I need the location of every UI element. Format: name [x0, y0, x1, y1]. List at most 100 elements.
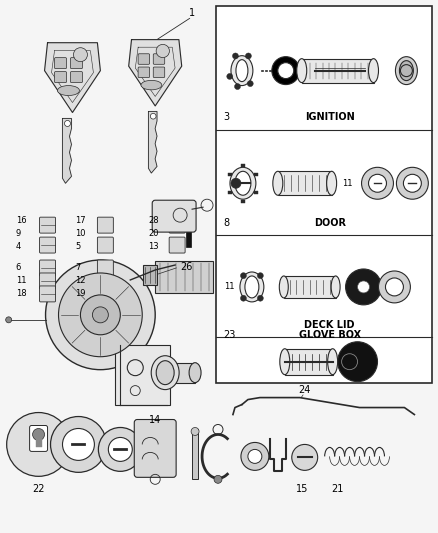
Circle shape [240, 295, 247, 301]
Circle shape [248, 449, 262, 463]
FancyBboxPatch shape [30, 425, 48, 451]
Ellipse shape [368, 59, 378, 83]
Bar [165, 362, 195, 383]
Text: GLOVE BOX: GLOVE BOX [299, 330, 361, 340]
Circle shape [64, 120, 71, 126]
Ellipse shape [297, 59, 307, 83]
Bar [228, 173, 232, 176]
Circle shape [74, 47, 88, 62]
Ellipse shape [156, 361, 174, 385]
Circle shape [245, 53, 251, 59]
Polygon shape [129, 39, 182, 106]
Text: 11: 11 [224, 282, 234, 292]
Bar [241, 200, 245, 203]
Circle shape [258, 273, 263, 279]
Text: 11: 11 [16, 277, 26, 286]
Ellipse shape [273, 171, 283, 195]
Ellipse shape [236, 60, 248, 82]
FancyBboxPatch shape [39, 273, 56, 289]
Circle shape [46, 260, 155, 370]
Circle shape [191, 427, 199, 435]
Circle shape [99, 427, 142, 471]
Circle shape [59, 273, 142, 357]
Circle shape [346, 269, 381, 305]
Circle shape [227, 74, 233, 79]
Text: 6: 6 [16, 263, 21, 272]
FancyBboxPatch shape [39, 237, 56, 253]
Circle shape [63, 429, 95, 461]
Bar [254, 173, 258, 176]
Text: 16: 16 [16, 216, 26, 224]
Text: 21: 21 [332, 484, 344, 494]
Circle shape [258, 295, 263, 301]
Ellipse shape [151, 356, 179, 390]
FancyBboxPatch shape [153, 67, 165, 77]
Text: 19: 19 [75, 289, 86, 298]
Text: 1: 1 [189, 8, 195, 18]
Ellipse shape [327, 171, 337, 195]
Bar [228, 191, 232, 193]
Circle shape [361, 167, 393, 199]
Polygon shape [45, 43, 100, 112]
Text: 14: 14 [149, 415, 161, 424]
Circle shape [396, 167, 428, 199]
FancyBboxPatch shape [97, 217, 113, 233]
Ellipse shape [396, 56, 417, 85]
Circle shape [278, 63, 294, 78]
Circle shape [241, 442, 269, 470]
Bar [186, 227, 191, 247]
Text: DOOR: DOOR [314, 218, 346, 228]
FancyBboxPatch shape [138, 54, 149, 64]
Circle shape [378, 271, 410, 303]
Bar [241, 164, 245, 167]
Circle shape [214, 475, 222, 483]
Ellipse shape [280, 349, 290, 375]
Circle shape [368, 174, 386, 192]
FancyBboxPatch shape [134, 419, 176, 478]
Circle shape [385, 278, 403, 296]
Circle shape [357, 281, 370, 293]
Bar [143, 265, 157, 285]
FancyBboxPatch shape [97, 286, 113, 302]
Polygon shape [148, 111, 157, 173]
Circle shape [338, 342, 378, 382]
Circle shape [240, 273, 247, 279]
Bar [155, 261, 213, 293]
Circle shape [150, 114, 156, 119]
Bar [192, 430, 198, 479]
FancyBboxPatch shape [97, 260, 113, 276]
Ellipse shape [189, 362, 201, 383]
Text: 15: 15 [296, 484, 308, 494]
Text: 13: 13 [148, 241, 159, 251]
Ellipse shape [331, 276, 340, 298]
Circle shape [292, 445, 318, 470]
Bar [284, 276, 336, 298]
Circle shape [231, 178, 241, 188]
Text: 12: 12 [75, 277, 86, 286]
Text: 28: 28 [148, 216, 159, 224]
FancyBboxPatch shape [97, 237, 113, 253]
Text: 4: 4 [16, 241, 21, 251]
Bar [35, 434, 42, 447]
FancyBboxPatch shape [39, 260, 56, 276]
Ellipse shape [399, 61, 413, 80]
Text: IGNITION: IGNITION [305, 112, 354, 123]
Ellipse shape [245, 276, 259, 298]
Circle shape [156, 44, 170, 58]
Ellipse shape [230, 167, 256, 199]
Text: 5: 5 [75, 241, 81, 251]
Text: 9: 9 [16, 229, 21, 238]
Text: 3: 3 [223, 112, 229, 123]
Ellipse shape [231, 55, 253, 86]
Text: 23: 23 [223, 330, 235, 340]
Text: 10: 10 [75, 229, 86, 238]
FancyBboxPatch shape [54, 58, 67, 69]
Text: 7: 7 [75, 263, 81, 272]
Ellipse shape [328, 349, 338, 375]
Text: 24: 24 [299, 385, 311, 394]
Circle shape [272, 56, 300, 85]
Circle shape [234, 84, 240, 90]
Bar [216, 6, 432, 383]
FancyBboxPatch shape [169, 217, 185, 233]
Bar [254, 191, 258, 193]
